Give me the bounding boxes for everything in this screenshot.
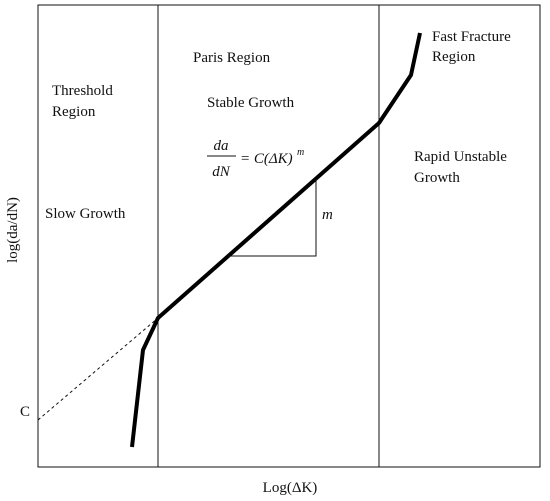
region-label: Paris Region: [193, 50, 271, 66]
equation-numerator: da: [214, 138, 229, 154]
equation-denominator: dN: [212, 164, 231, 180]
region-label: Threshold: [52, 83, 113, 99]
region-label: Rapid Unstable: [414, 149, 507, 165]
equation-rhs: = C(ΔK): [240, 151, 293, 167]
slope-label: m: [322, 207, 333, 223]
extrapolation-line: [37, 317, 159, 421]
slope-triangle: [228, 179, 317, 257]
frame: [37, 4, 541, 468]
y-axis-label: log(da/dN): [5, 197, 21, 263]
region-label: Fast Fracture: [432, 29, 511, 45]
region-description: Stable Growth: [207, 95, 295, 111]
region-label: Growth: [414, 170, 460, 186]
region-label: Region: [432, 49, 476, 65]
growth-curve: [130, 32, 422, 448]
equation-exponent: m: [297, 147, 304, 158]
region-description: Slow Growth: [45, 206, 126, 222]
intercept-label: C: [20, 404, 30, 420]
x-axis-label: Log(ΔK): [263, 480, 318, 496]
region-label: Region: [52, 104, 96, 120]
